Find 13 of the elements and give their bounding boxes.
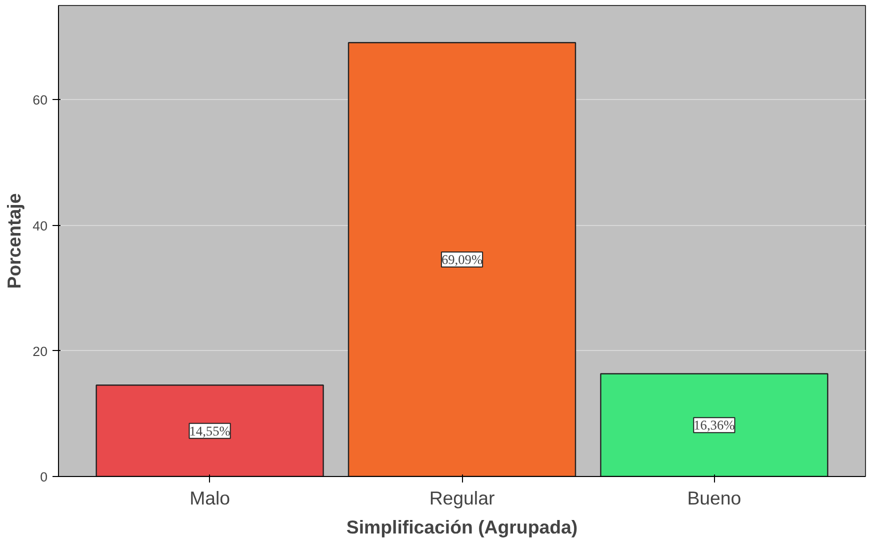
y-tick-label: 60 bbox=[32, 92, 48, 108]
data-label: 14,55% bbox=[189, 423, 230, 438]
bar bbox=[348, 42, 576, 476]
y-tick-label: 20 bbox=[32, 344, 48, 359]
y-tick-label: 0 bbox=[40, 470, 48, 484]
y-tick-label: 40 bbox=[32, 218, 48, 234]
y-axis-title: Porcentaje bbox=[4, 193, 25, 289]
bar bbox=[600, 373, 828, 476]
x-tick-label: Regular bbox=[429, 488, 495, 508]
x-tick-label: Malo bbox=[190, 488, 230, 508]
x-axis-title: Simplificación (Agrupada) bbox=[346, 516, 578, 538]
x-tick-label: Bueno bbox=[687, 488, 742, 508]
bar bbox=[96, 384, 324, 476]
